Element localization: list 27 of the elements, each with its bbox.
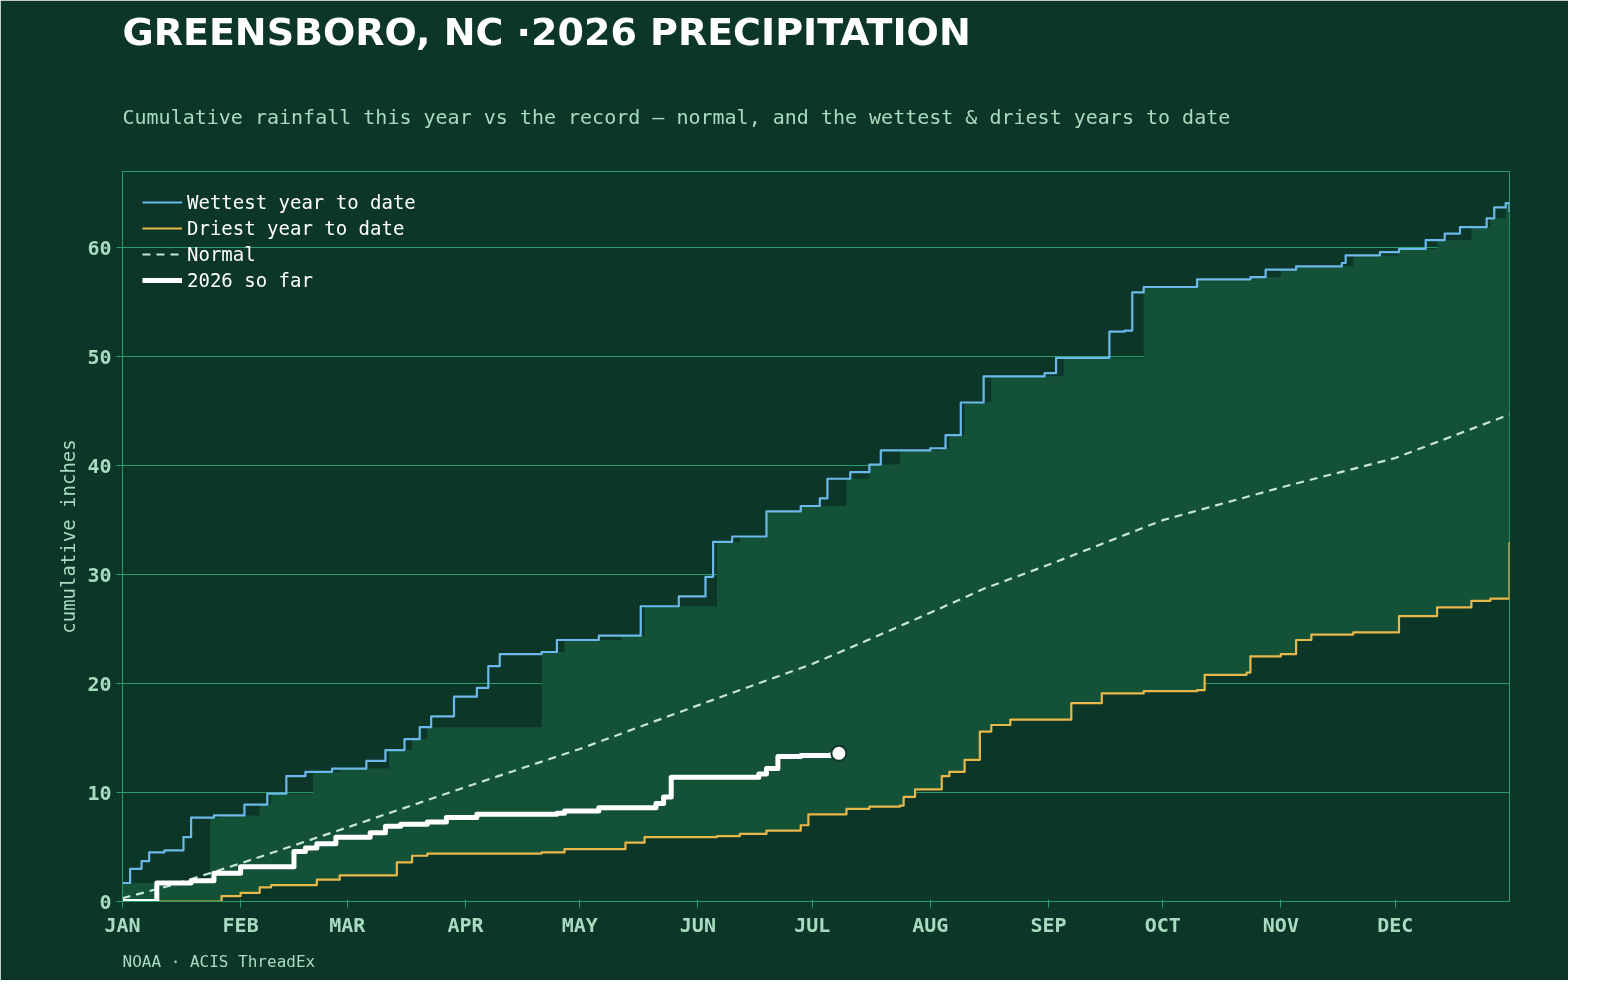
text: NOAA · ACIS ThreadEx: [122, 951, 316, 971]
x-tick-label: DEC: [1377, 912, 1414, 937]
x-tick-label: FEB: [222, 912, 259, 937]
x-tick-label: JAN: [104, 912, 141, 937]
x-tick-label: NOV: [1262, 912, 1299, 937]
legend-label: Normal: [187, 243, 256, 265]
y-tick-label: 20: [87, 671, 112, 696]
x-tick-label: MAY: [561, 912, 598, 937]
chart-title: GREENSBORO, NC ·2026 PRECIPITATION: [122, 9, 971, 54]
y-tick-label: 30: [87, 562, 112, 587]
x-tick-label: APR: [447, 912, 485, 937]
x-tick-label: OCT: [1144, 912, 1181, 937]
x-tick-label: SEP: [1030, 912, 1067, 937]
y-tick-label: 60: [87, 235, 112, 260]
y-axis-title: cumulative inches: [57, 439, 80, 634]
y-tick-label: 0: [99, 889, 112, 914]
legend-label: 2026 so far: [187, 269, 313, 291]
y-tick-label: 40: [87, 453, 112, 478]
x-tick-label: AUG: [912, 912, 949, 937]
y-tick-label: 50: [87, 344, 112, 369]
y-tick-label: 10: [87, 780, 112, 805]
x-tick-label: JUN: [679, 912, 716, 937]
chart-subtitle: Cumulative rainfall this year vs the record — normal, and the wettest & driest years to date: [122, 105, 1231, 129]
legend-label: Driest year to date: [187, 217, 405, 239]
legend-label: Wettest year to date: [187, 191, 416, 213]
x-tick-label: MAR: [329, 912, 367, 937]
x-tick-label: JUL: [794, 912, 831, 937]
